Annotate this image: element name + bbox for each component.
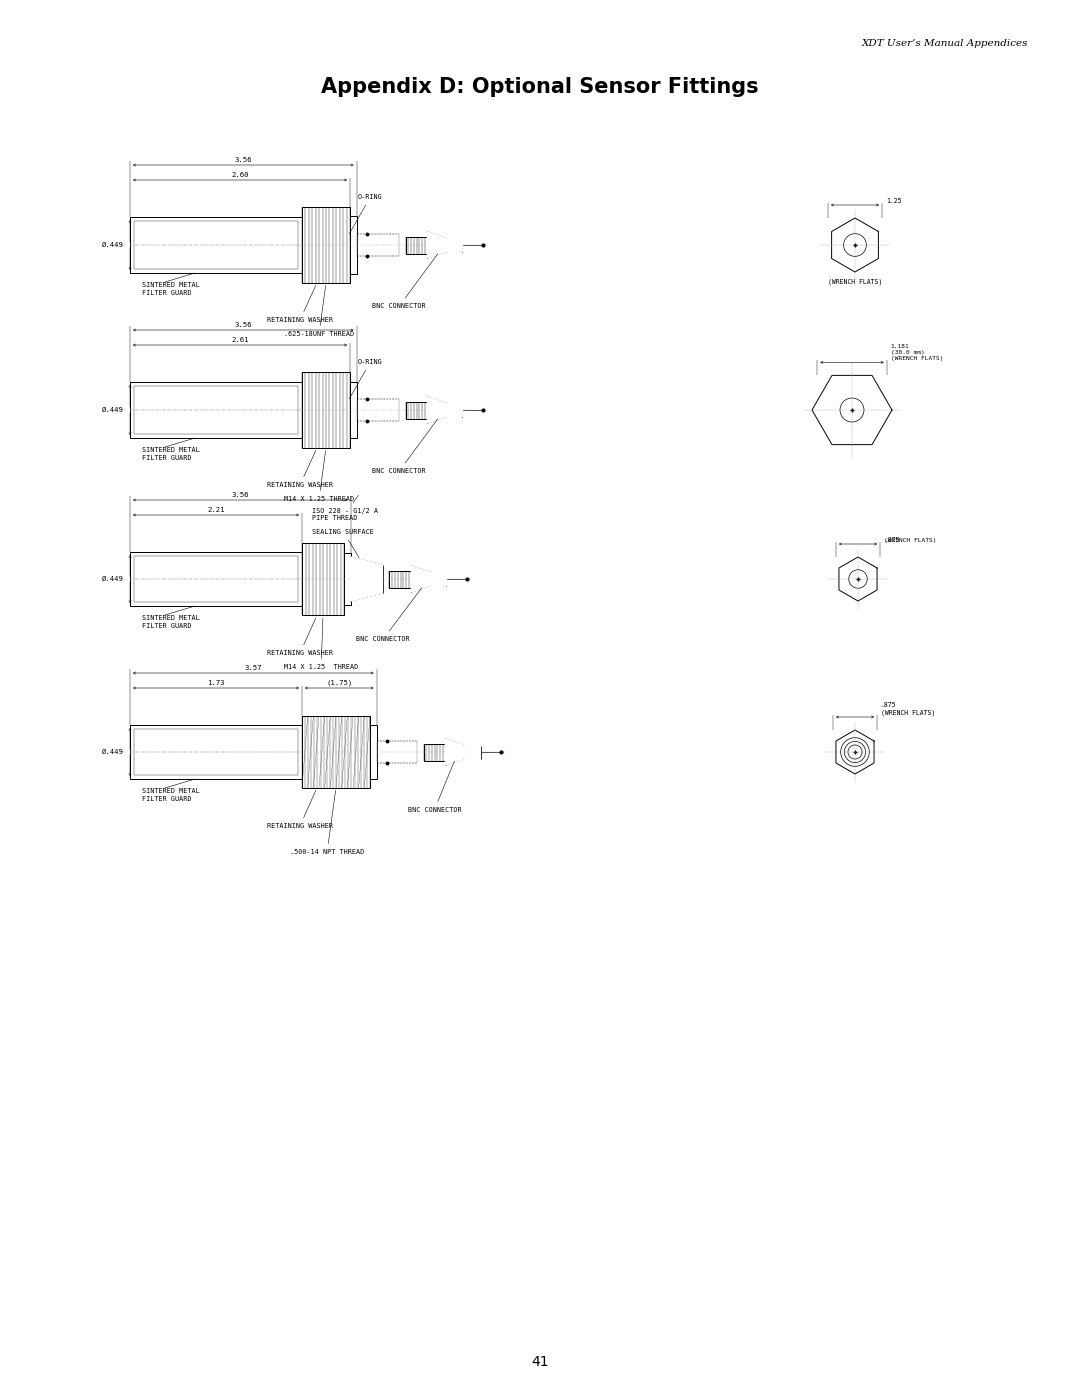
- Text: BNC CONNECTOR: BNC CONNECTOR: [356, 588, 422, 643]
- Text: M14 X 1.25  THREAD: M14 X 1.25 THREAD: [284, 619, 359, 671]
- Text: SEALING SURFACE: SEALING SURFACE: [312, 529, 375, 557]
- Text: Ø.449: Ø.449: [102, 749, 123, 754]
- Bar: [130, 725, 302, 780]
- Text: SINTERED METAL
FILTER GUARD: SINTERED METAL FILTER GUARD: [141, 788, 200, 802]
- Polygon shape: [411, 566, 446, 592]
- Bar: [370, 725, 377, 780]
- Text: O-RING: O-RING: [350, 194, 382, 233]
- Text: RETAINING WASHER: RETAINING WASHER: [267, 791, 333, 828]
- Bar: [405, 401, 428, 419]
- Bar: [134, 729, 298, 775]
- Bar: [350, 381, 356, 439]
- Text: M14 X 1.25 THREAD: M14 X 1.25 THREAD: [284, 451, 354, 502]
- Text: BNC CONNECTOR: BNC CONNECTOR: [373, 419, 437, 474]
- Bar: [405, 236, 428, 253]
- Text: 1.73: 1.73: [207, 680, 225, 686]
- Text: 3.56: 3.56: [234, 156, 252, 163]
- Polygon shape: [351, 557, 382, 601]
- Text: Ø.449: Ø.449: [102, 576, 123, 583]
- Polygon shape: [428, 232, 462, 258]
- Bar: [423, 743, 446, 760]
- Text: (WRENCH FLATS): (WRENCH FLATS): [828, 278, 882, 285]
- Text: RETAINING WASHER: RETAINING WASHER: [267, 450, 333, 488]
- Text: 2.21: 2.21: [207, 507, 225, 513]
- Text: 1.181
(30.0 mm)
(WRENCH FLATS): 1.181 (30.0 mm) (WRENCH FLATS): [891, 344, 943, 362]
- Text: RETAINING WASHER: RETAINING WASHER: [267, 617, 333, 657]
- Text: Ø.449: Ø.449: [102, 242, 123, 249]
- Text: .875
(WRENCH FLATS): .875 (WRENCH FLATS): [881, 703, 935, 717]
- Text: 3.56: 3.56: [231, 492, 249, 497]
- Bar: [302, 372, 350, 448]
- Text: (1.75): (1.75): [326, 679, 352, 686]
- Text: O-RING: O-RING: [350, 359, 382, 398]
- Text: .625-18UNF THREAD: .625-18UNF THREAD: [284, 285, 354, 337]
- Text: Ø.449: Ø.449: [102, 407, 123, 414]
- Text: SINTERED METAL
FILTER GUARD: SINTERED METAL FILTER GUARD: [141, 447, 200, 461]
- Text: SINTERED METAL
FILTER GUARD: SINTERED METAL FILTER GUARD: [141, 615, 200, 629]
- Text: 2.61: 2.61: [231, 337, 248, 344]
- Text: 2.60: 2.60: [231, 172, 248, 177]
- Bar: [350, 217, 356, 274]
- Bar: [134, 556, 298, 602]
- Bar: [302, 717, 370, 788]
- Text: 3.57: 3.57: [244, 665, 262, 671]
- Text: ISO 228 - G1/2 A
PIPE THREAD: ISO 228 - G1/2 A PIPE THREAD: [312, 496, 378, 521]
- Bar: [130, 381, 302, 439]
- Text: 1.25: 1.25: [886, 198, 902, 204]
- Polygon shape: [428, 397, 462, 423]
- Bar: [302, 207, 350, 282]
- Bar: [345, 553, 351, 605]
- Text: .500-14 NPT THREAD: .500-14 NPT THREAD: [291, 791, 364, 855]
- Text: Appendix D: Optional Sensor Fittings: Appendix D: Optional Sensor Fittings: [321, 77, 759, 96]
- Bar: [390, 570, 411, 588]
- Text: (WRENCH FLATS): (WRENCH FLATS): [885, 538, 936, 543]
- Bar: [130, 217, 302, 272]
- Text: BNC CONNECTOR: BNC CONNECTOR: [407, 761, 461, 813]
- Text: .875: .875: [885, 536, 900, 543]
- Text: RETAINING WASHER: RETAINING WASHER: [267, 285, 333, 323]
- Text: 41: 41: [531, 1355, 549, 1369]
- Text: BNC CONNECTOR: BNC CONNECTOR: [373, 254, 437, 309]
- Text: 3.56: 3.56: [234, 321, 252, 328]
- Bar: [130, 552, 302, 606]
- Polygon shape: [446, 739, 481, 766]
- Bar: [302, 542, 345, 616]
- Text: SINTERED METAL
FILTER GUARD: SINTERED METAL FILTER GUARD: [141, 282, 200, 296]
- Bar: [134, 221, 298, 270]
- Text: XDT User’s Manual Appendices: XDT User’s Manual Appendices: [862, 39, 1028, 47]
- Bar: [134, 386, 298, 434]
